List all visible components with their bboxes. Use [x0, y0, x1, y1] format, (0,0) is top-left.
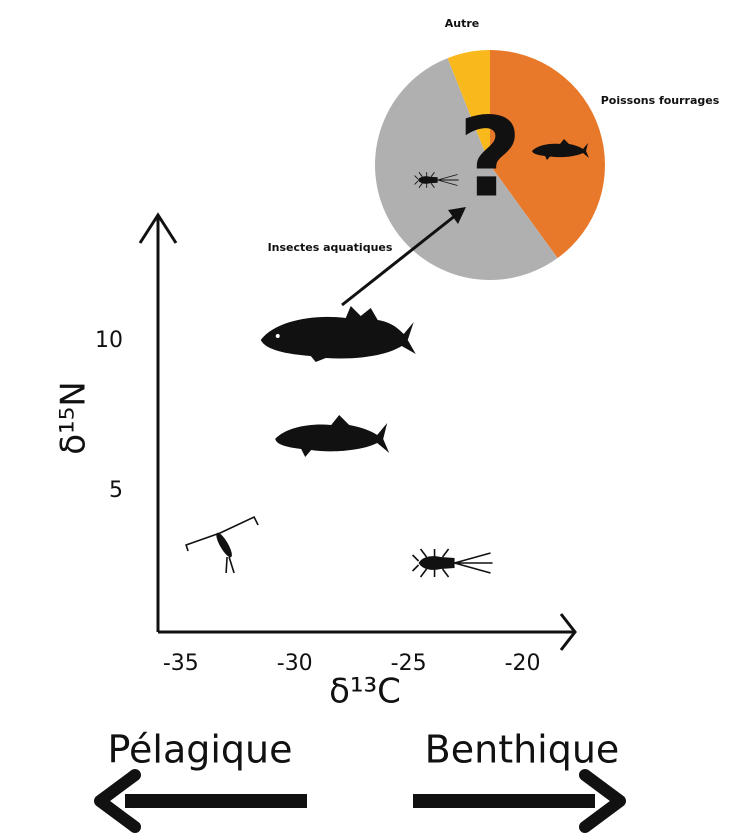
fish: [532, 139, 589, 160]
y-axis-label: δ¹⁵N: [54, 381, 94, 455]
y-tick-label: 10: [95, 328, 123, 353]
body: [216, 532, 232, 558]
pie-slice: [447, 50, 490, 165]
x-axis-label: δ¹³C: [329, 672, 401, 712]
organism-point: [275, 415, 390, 457]
organism-point: [260, 306, 416, 362]
organism-point: [411, 548, 493, 578]
pie-label: Poissons fourrages: [601, 94, 720, 107]
y-axis-arrow: [138, 212, 178, 244]
left-arrow-shaft: [125, 794, 307, 808]
pelagic-label: Pélagique: [107, 728, 292, 772]
left-arrow-head: [94, 769, 141, 833]
pointer-arrow: [341, 213, 457, 307]
x-tick-label: -20: [505, 651, 541, 676]
right-arrow-head: [579, 769, 626, 833]
pointer-arrow-head: [448, 207, 466, 224]
pie-label: Autre: [445, 17, 480, 30]
insect-body: [417, 176, 438, 184]
antennae: [185, 515, 259, 574]
eye: [275, 334, 280, 338]
benthic-label: Benthique: [425, 728, 620, 772]
pie-insect-icon: [414, 172, 459, 188]
direction-arrows: [94, 769, 626, 833]
y-tick-label: 5: [109, 478, 123, 503]
insect-body: [418, 556, 455, 570]
pie-label: Insectes aquatiques: [268, 241, 393, 254]
organism-point: [185, 515, 259, 574]
insect-legs: [414, 172, 459, 188]
insect-legs: [411, 548, 493, 578]
x-tick-label: -25: [391, 651, 427, 676]
x-tick-label: -35: [163, 651, 199, 676]
x-tick-label: -30: [277, 651, 313, 676]
fish: [275, 415, 390, 457]
right-arrow-shaft: [413, 794, 595, 808]
x-axis-arrow: [559, 613, 577, 651]
pie-fish-icon: [532, 139, 589, 160]
question-mark: ?: [458, 93, 522, 221]
pie-slice: [374, 58, 558, 281]
fish: [260, 306, 416, 362]
